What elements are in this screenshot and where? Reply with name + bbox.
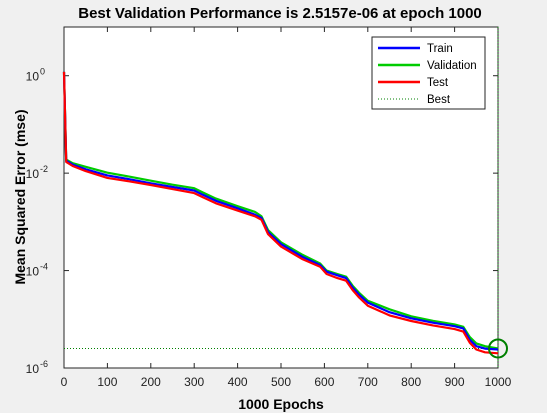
y-tick-exponent: -2 [40, 164, 48, 174]
x-tick-label: 500 [271, 375, 291, 389]
series-line-test [62, 71, 499, 355]
y-tick-label: 10 [26, 265, 40, 279]
x-tick-label: 800 [401, 375, 421, 389]
series-line-validation [62, 71, 499, 350]
series-line-train [62, 71, 499, 351]
x-tick-label: 200 [141, 375, 161, 389]
legend-label-validation: Validation [427, 60, 477, 72]
legend-label-train: Train [427, 43, 453, 55]
y-tick-exponent: -6 [40, 359, 48, 369]
x-tick-label: 0 [61, 375, 68, 389]
legend-box [371, 36, 486, 110]
series-layer [62, 71, 508, 359]
x-tick-label: 1000 [485, 375, 512, 389]
x-tick-label: 400 [228, 375, 248, 389]
y-tick-exponent: 0 [40, 67, 45, 77]
y-axis-label: Mean Squared Error (mse) [12, 109, 28, 284]
chart-title: Best Validation Performance is 2.5157e-0… [78, 5, 482, 22]
x-tick-label: 700 [358, 375, 378, 389]
x-tick-label: 900 [445, 375, 465, 389]
x-tick-label: 100 [97, 375, 117, 389]
best-point-marker [488, 338, 508, 359]
x-tick-label: 300 [184, 375, 204, 389]
y-tick-label: 10 [26, 167, 40, 181]
y-tick-exponent: -4 [40, 262, 48, 272]
y-tick-label: 10 [26, 362, 40, 376]
legend: Train Validation Test Best [371, 36, 486, 110]
legend-label-best: Best [427, 94, 451, 106]
x-tick-label: 600 [314, 375, 334, 389]
x-axis-label: 1000 Epochs [238, 396, 324, 412]
y-tick-label: 10 [26, 70, 40, 84]
legend-label-test: Test [427, 77, 449, 89]
